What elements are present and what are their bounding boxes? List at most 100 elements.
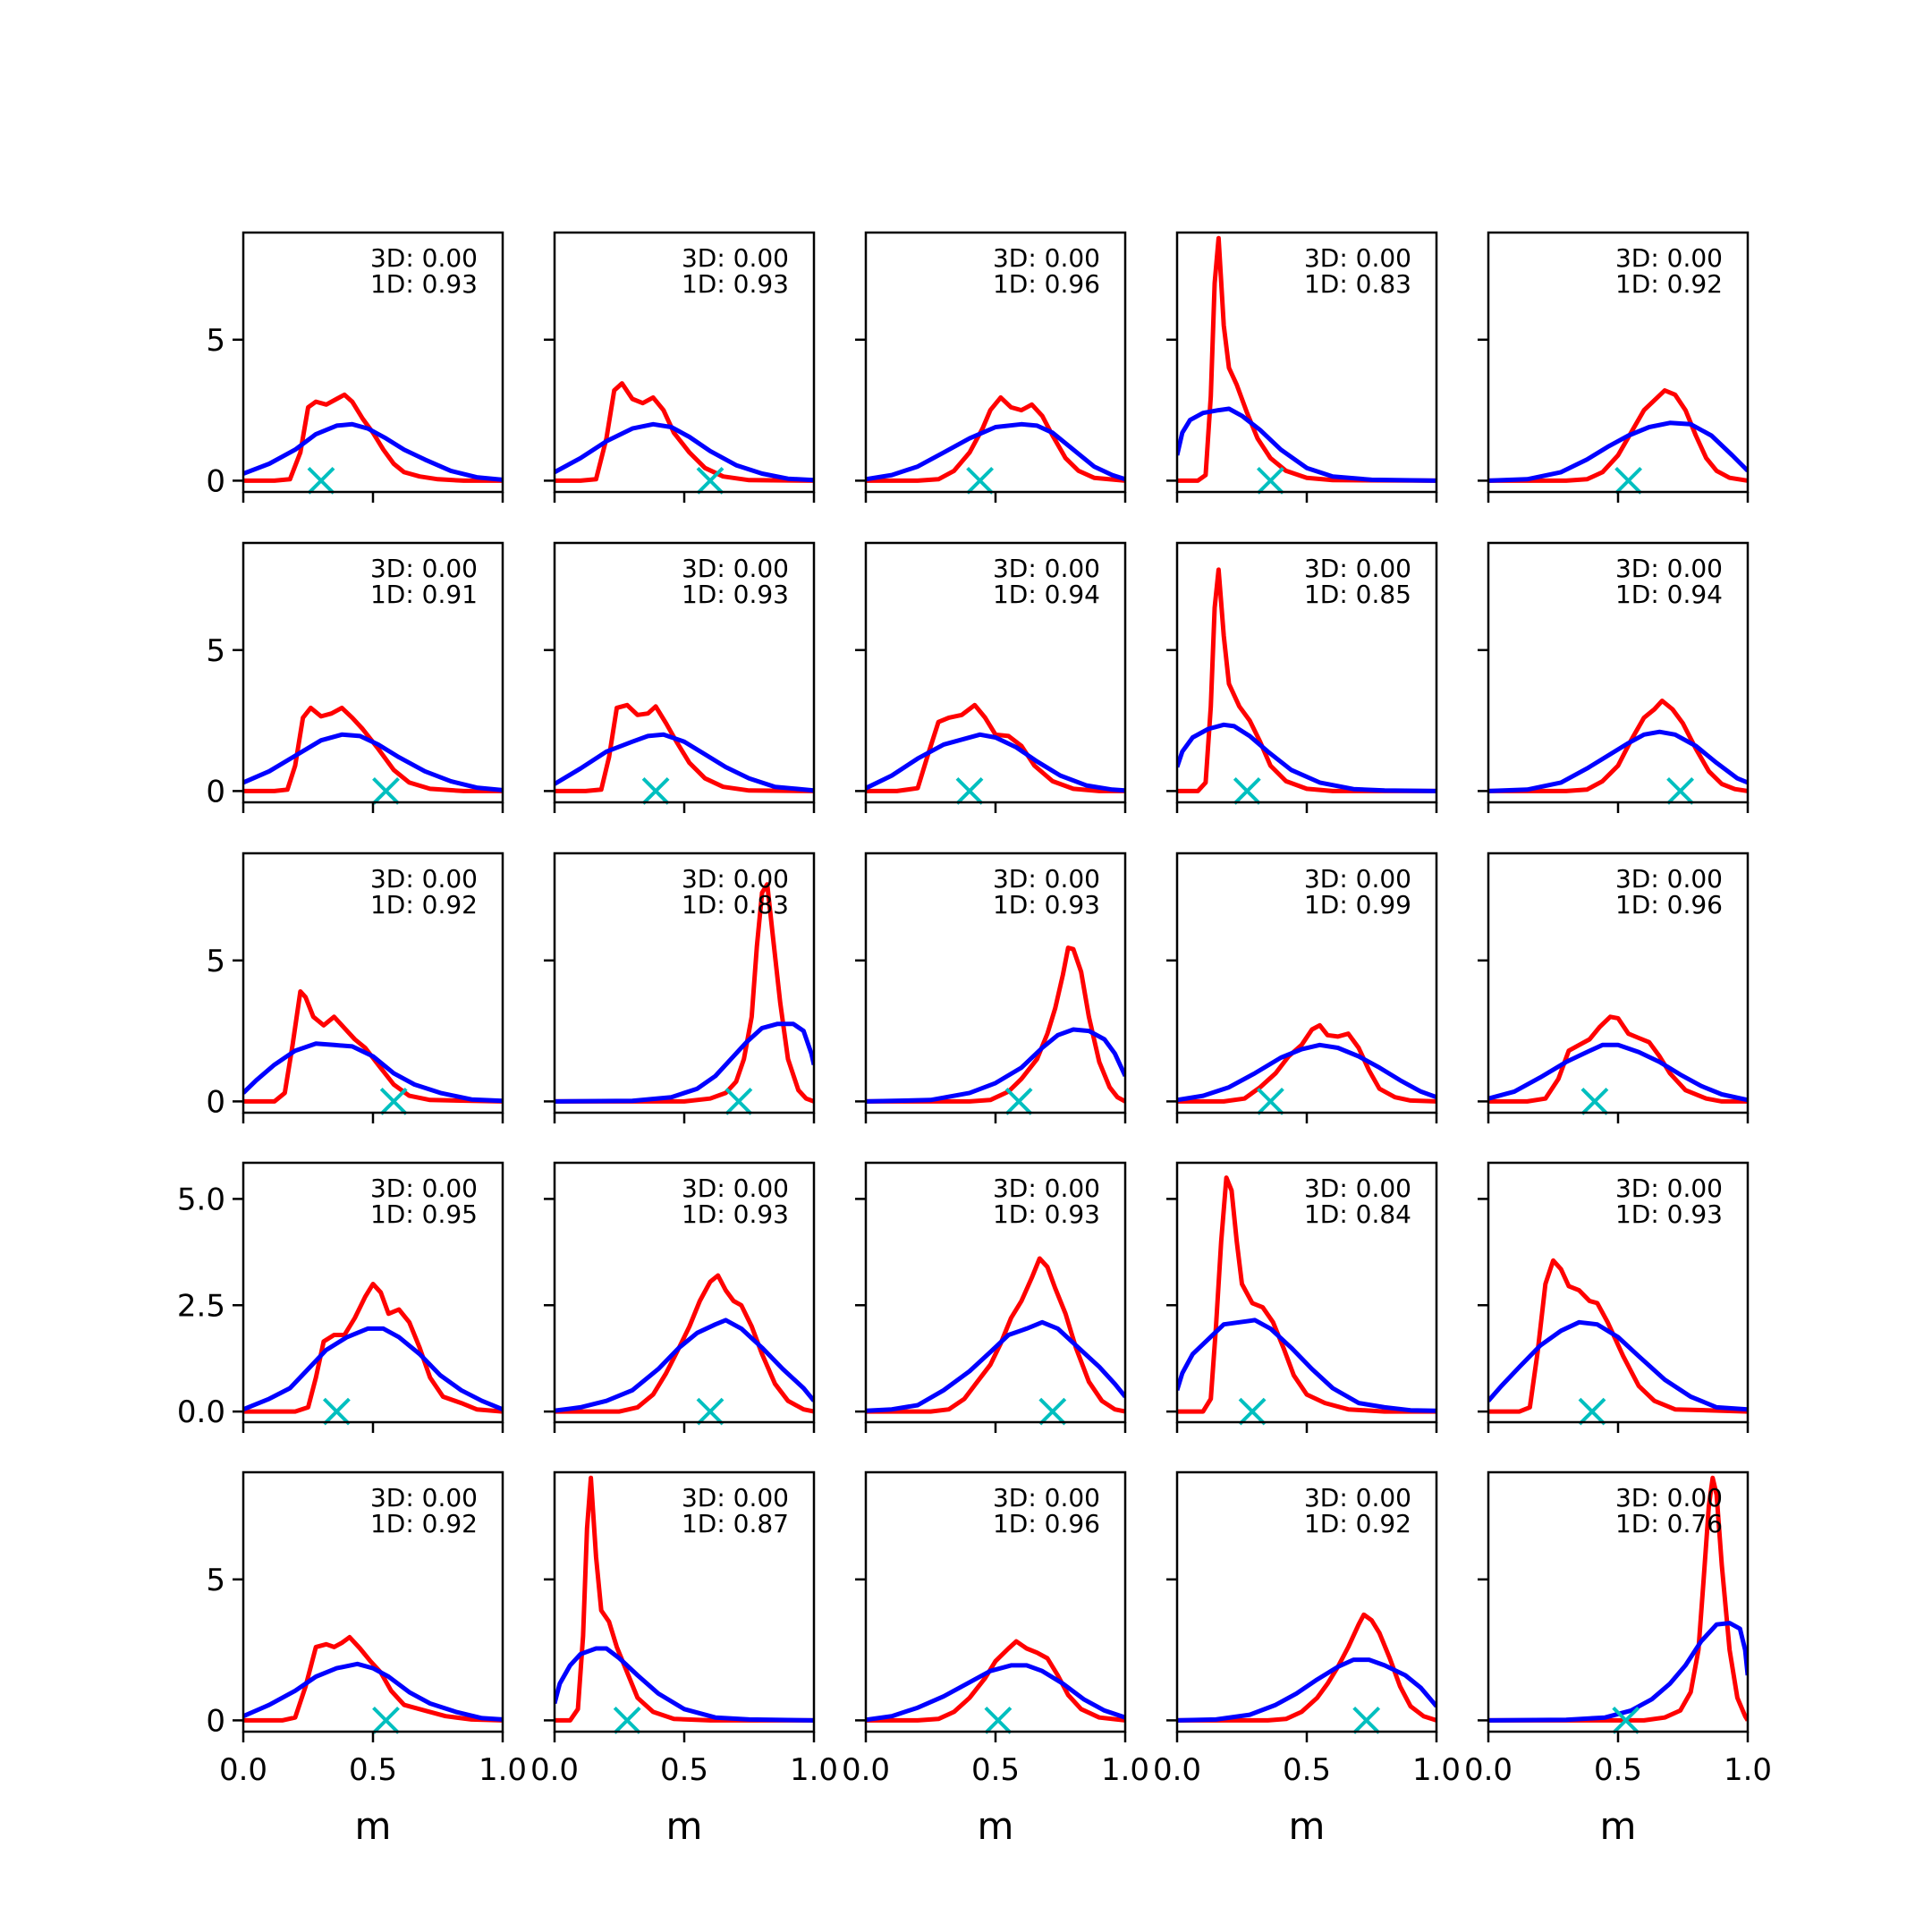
x-tick-label: 0.5 xyxy=(971,1752,1020,1788)
blue-curve xyxy=(866,421,1125,482)
annotation-1d: 1D: 0.96 xyxy=(993,269,1100,299)
red-curve xyxy=(866,702,1125,793)
blue-curve xyxy=(866,732,1125,793)
red-curve xyxy=(555,1273,814,1414)
annotation-3d: 3D: 0.00 xyxy=(1615,554,1723,583)
annotation-3d: 3D: 0.00 xyxy=(993,554,1100,583)
red-curve xyxy=(555,1475,814,1723)
y-tick-label: 0 xyxy=(206,1703,225,1739)
x-axis-label: m xyxy=(1289,1804,1326,1848)
x-tick-label: 0.5 xyxy=(1283,1752,1331,1788)
blue-curve xyxy=(243,732,503,792)
x-marker xyxy=(1352,1706,1381,1734)
annotation-1d: 1D: 0.96 xyxy=(993,1509,1100,1538)
x-tick-label: 1.0 xyxy=(1412,1752,1461,1788)
x-marker xyxy=(1238,1397,1267,1426)
annotation-1d: 1D: 0.94 xyxy=(1615,580,1723,609)
red-curve xyxy=(555,702,814,793)
red-curve xyxy=(1177,1022,1436,1104)
annotation-1d: 1D: 0.95 xyxy=(370,1199,478,1229)
blue-curve xyxy=(555,421,814,483)
x-marker xyxy=(379,1087,408,1115)
red-curve xyxy=(866,945,1125,1104)
y-tick-label: 5 xyxy=(206,1563,225,1598)
annotation-1d: 1D: 0.92 xyxy=(1304,1509,1411,1538)
x-tick-label: 0.5 xyxy=(349,1752,397,1788)
x-marker xyxy=(1580,1087,1609,1115)
blue-curve xyxy=(866,1027,1125,1104)
annotation-3d: 3D: 0.00 xyxy=(993,864,1100,894)
annotation-1d: 1D: 0.93 xyxy=(993,1199,1100,1229)
x-marker xyxy=(1614,466,1643,495)
x-tick-label: 1.0 xyxy=(790,1752,838,1788)
x-axis-label: m xyxy=(666,1804,703,1848)
x-marker xyxy=(613,1706,641,1734)
annotation-1d: 1D: 0.83 xyxy=(1304,269,1411,299)
annotation-3d: 3D: 0.00 xyxy=(370,554,478,583)
x-marker xyxy=(1004,1087,1033,1115)
blue-curve xyxy=(243,421,503,482)
annotation-3d: 3D: 0.00 xyxy=(1304,864,1411,894)
x-tick-label: 0.5 xyxy=(1594,1752,1642,1788)
annotation-1d: 1D: 0.93 xyxy=(993,890,1100,919)
annotation-1d: 1D: 0.93 xyxy=(1615,1199,1723,1229)
annotation-1d: 1D: 0.96 xyxy=(1615,890,1723,919)
annotation-1d: 1D: 0.92 xyxy=(370,890,478,919)
annotation-3d: 3D: 0.00 xyxy=(370,243,478,273)
blue-curve xyxy=(866,1319,1125,1413)
x-marker xyxy=(307,466,335,495)
annotation-1d: 1D: 0.87 xyxy=(682,1509,789,1538)
annotation-3d: 3D: 0.00 xyxy=(993,1174,1100,1203)
x-marker xyxy=(372,1706,400,1734)
y-tick-label: 5 xyxy=(206,944,225,979)
annotation-3d: 3D: 0.00 xyxy=(370,1174,478,1203)
blue-curve xyxy=(1488,1042,1748,1103)
x-tick-label: 1.0 xyxy=(479,1752,527,1788)
x-marker xyxy=(984,1706,1013,1734)
annotation-1d: 1D: 0.84 xyxy=(1304,1199,1411,1229)
y-tick-label: 0 xyxy=(206,463,225,499)
y-tick-label: 0 xyxy=(206,774,225,809)
x-marker xyxy=(1612,1706,1640,1734)
blue-curve xyxy=(866,1663,1125,1723)
red-curve xyxy=(243,989,503,1104)
red-curve xyxy=(243,392,503,483)
annotation-3d: 3D: 0.00 xyxy=(1615,864,1723,894)
annotation-3d: 3D: 0.00 xyxy=(1615,1483,1723,1513)
red-curve xyxy=(1177,567,1436,793)
y-tick-label: 2.5 xyxy=(177,1288,225,1324)
x-marker xyxy=(1256,466,1284,495)
red-curve xyxy=(1488,699,1748,793)
annotation-1d: 1D: 0.92 xyxy=(370,1509,478,1538)
annotation-3d: 3D: 0.00 xyxy=(993,243,1100,273)
red-curve xyxy=(1488,1475,1748,1723)
annotation-3d: 3D: 0.00 xyxy=(1615,243,1723,273)
blue-curve xyxy=(1177,1657,1436,1723)
blue-curve xyxy=(1177,722,1436,793)
x-marker xyxy=(641,776,670,805)
red-curve xyxy=(555,381,814,483)
blue-curve xyxy=(1177,1318,1436,1413)
blue-curve xyxy=(243,1326,503,1412)
x-marker xyxy=(696,466,724,495)
x-marker xyxy=(322,1397,351,1426)
x-marker xyxy=(1038,1397,1067,1426)
x-marker xyxy=(1233,776,1261,805)
annotation-1d: 1D: 0.91 xyxy=(370,580,478,609)
x-marker xyxy=(696,1397,724,1426)
blue-curve xyxy=(243,1041,503,1104)
annotation-3d: 3D: 0.00 xyxy=(682,1483,789,1513)
